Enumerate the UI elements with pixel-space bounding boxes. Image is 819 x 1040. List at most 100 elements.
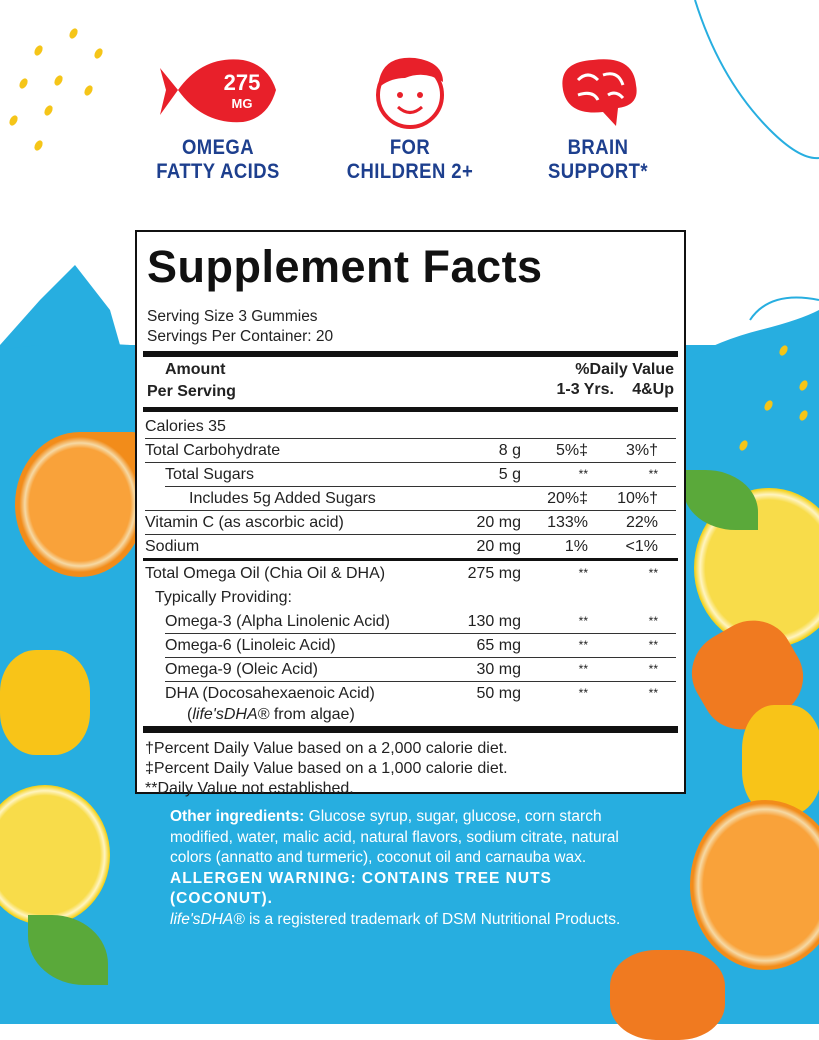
ingredients-block: Other ingredients: Glucose syrup, sugar,… bbox=[170, 807, 648, 930]
daily-value-1-3: ** bbox=[578, 686, 588, 700]
line-decoration bbox=[694, 0, 819, 160]
nutrient-row: Omega-6 (Linoleic Acid) 65 mg ** ** bbox=[145, 633, 676, 657]
nutrient-amount: 20 mg bbox=[476, 514, 521, 531]
orange-slice-image bbox=[15, 432, 145, 577]
badge-label: CHILDREN 2+ bbox=[346, 160, 474, 183]
orange-slice-image bbox=[690, 800, 819, 970]
row-divider bbox=[165, 681, 676, 682]
daily-value-4-up: 22% bbox=[625, 514, 658, 531]
nutrient-name: Omega-9 (Oleic Acid) bbox=[165, 661, 318, 678]
nutrient-row: Omega-3 (Alpha Linolenic Acid) 130 mg ** ** bbox=[145, 609, 676, 633]
nutrient-row: Omega-9 (Oleic Acid) 30 mg ** ** bbox=[145, 657, 676, 681]
trademark-brand: life'sDHA® bbox=[170, 910, 245, 928]
allergen-warning: ALLERGEN WARNING: CONTAINS TREE NUTS (CO… bbox=[170, 869, 552, 908]
daily-value-4-up: ** bbox=[648, 662, 658, 676]
row-divider bbox=[145, 462, 676, 463]
daily-value-4-up: ** bbox=[648, 638, 658, 652]
nutrient-amount: 65 mg bbox=[476, 637, 521, 654]
row-divider bbox=[165, 657, 676, 658]
nutrient-name: Omega-6 (Linoleic Acid) bbox=[165, 637, 336, 654]
divider-thick bbox=[143, 726, 678, 733]
daily-value-4-up: ** bbox=[648, 566, 658, 580]
footnote: **Daily Value not established. bbox=[145, 780, 354, 797]
badge-children: FOR CHILDREN 2+ bbox=[330, 50, 490, 184]
ship-icon bbox=[0, 265, 120, 345]
footnote: †Percent Daily Value based on a 2,000 ca… bbox=[145, 740, 508, 757]
nutrient-name: Omega-3 (Alpha Linolenic Acid) bbox=[165, 613, 391, 630]
badge-label: FOR bbox=[389, 136, 431, 159]
nutrient-name: Sodium bbox=[145, 538, 200, 555]
daily-value-1-3: 133% bbox=[547, 514, 588, 531]
lemon-slice-image bbox=[0, 785, 110, 925]
svg-text:MG: MG bbox=[232, 96, 253, 111]
nutrient-amount: 30 mg bbox=[476, 661, 521, 678]
daily-value-1-3: 5%‡ bbox=[555, 442, 588, 459]
nutrient-amount: 50 mg bbox=[476, 685, 521, 702]
nutrient-name: Includes 5g Added Sugars bbox=[189, 490, 376, 507]
trademark-note: life'sDHA® is a registered trademark of … bbox=[170, 910, 648, 931]
nutrient-name: Total Omega Oil (Chia Oil & DHA) bbox=[145, 565, 386, 582]
nutrient-amount: 5 g bbox=[498, 466, 521, 483]
daily-value-1-3: ** bbox=[578, 467, 588, 481]
ingredients-label: Other ingredients: bbox=[170, 808, 305, 825]
daily-value-1-3: 20%‡ bbox=[547, 490, 588, 507]
serving-size: Serving Size 3 Gummies bbox=[147, 308, 318, 325]
yellow-gummy-image bbox=[742, 705, 819, 815]
per-serving-header: Per Serving bbox=[147, 383, 236, 400]
daily-value-1-3: ** bbox=[578, 566, 588, 580]
nutrient-row: Total Omega Oil (Chia Oil & DHA) 275 mg **… bbox=[145, 561, 676, 585]
row-divider bbox=[145, 510, 676, 511]
row-divider bbox=[145, 534, 676, 535]
nutrient-name: DHA (Docosahexaenoic Acid) bbox=[165, 685, 375, 702]
nutrient-row: Total Sugars 5 g ** ** bbox=[145, 462, 676, 486]
daily-value-4-up: 3%† bbox=[625, 442, 658, 459]
footnotes: †Percent Daily Value based on a 2,000 ca… bbox=[145, 739, 676, 799]
other-ingredients: Other ingredients: Glucose syrup, sugar,… bbox=[170, 807, 648, 869]
nutrient-amount: 130 mg bbox=[467, 613, 521, 630]
daily-value-4-up: ** bbox=[648, 614, 658, 628]
ingredients-text: Glucose syrup, sugar, glucose, corn star… bbox=[170, 808, 619, 866]
svg-text:275: 275 bbox=[224, 70, 261, 95]
dv-col2-header: 4&Up bbox=[632, 381, 674, 398]
nutrient-amount: 275 mg bbox=[467, 565, 521, 582]
divider-thick bbox=[143, 407, 678, 412]
row-divider bbox=[165, 633, 676, 634]
fish-icon: 275 MG bbox=[160, 59, 276, 123]
dha-source-row: (life'sDHA® from algae) bbox=[187, 706, 355, 723]
row-divider bbox=[165, 486, 676, 487]
nutrient-name: Total Sugars bbox=[165, 466, 254, 483]
divider-medium bbox=[143, 558, 678, 561]
nutrient-row: Typically Providing: bbox=[145, 585, 676, 609]
nutrient-name: Typically Providing: bbox=[155, 589, 292, 606]
daily-value-1-3: ** bbox=[578, 638, 588, 652]
brain-icon bbox=[562, 59, 637, 126]
badge-label: OMEGA bbox=[181, 136, 255, 159]
dv-header: %Daily Value bbox=[575, 361, 674, 378]
nutrient-row: Sodium 20 mg 1% <1% bbox=[145, 534, 676, 558]
badge-brain: BRAIN SUPPORT* bbox=[518, 50, 678, 184]
daily-value-1-3: ** bbox=[578, 662, 588, 676]
nutrient-row: Calories 35 bbox=[145, 414, 676, 438]
nutrient-name: Vitamin C (as ascorbic acid) bbox=[145, 514, 344, 531]
daily-value-1-3: ** bbox=[578, 614, 588, 628]
daily-value-4-up: 10%† bbox=[617, 490, 658, 507]
dha-source-text: from algae) bbox=[269, 706, 355, 723]
nutrient-name: Calories 35 bbox=[145, 418, 226, 435]
badge-label: BRAIN bbox=[567, 136, 629, 159]
supplement-facts-panel: Supplement Facts Serving Size 3 Gummies … bbox=[135, 230, 686, 797]
divider-thick bbox=[143, 351, 678, 357]
badge-label: SUPPORT* bbox=[547, 160, 649, 183]
daily-value-4-up: <1% bbox=[625, 538, 658, 555]
nutrient-name: Total Carbohydrate bbox=[145, 442, 281, 459]
footnote: ‡Percent Daily Value based on a 1,000 ca… bbox=[145, 760, 508, 777]
amount-header: Amount bbox=[165, 361, 226, 378]
orange-gummy-image bbox=[610, 950, 725, 1040]
child-face-icon bbox=[376, 57, 444, 129]
row-divider bbox=[145, 438, 676, 439]
dha-brand: life'sDHA® bbox=[192, 706, 270, 723]
column-header: Amount Per Serving %Daily Value 1-3 Yrs.… bbox=[145, 357, 676, 407]
nutrient-amount: 8 g bbox=[498, 442, 521, 459]
badge-label: FATTY ACIDS bbox=[156, 160, 280, 183]
facts-title: Supplement Facts bbox=[147, 241, 543, 292]
nutrient-row: Vitamin C (as ascorbic acid) 20 mg 133% 22% bbox=[145, 510, 676, 534]
